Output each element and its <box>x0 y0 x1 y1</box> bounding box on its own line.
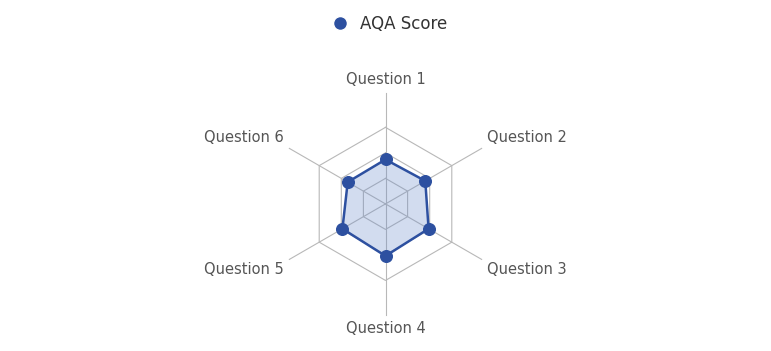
Point <box>423 226 435 232</box>
Text: Question 3: Question 3 <box>487 263 567 277</box>
Text: Question 2: Question 2 <box>487 130 567 145</box>
Point <box>379 157 392 162</box>
Text: Question 6: Question 6 <box>204 130 284 145</box>
Legend: AQA Score: AQA Score <box>317 8 454 40</box>
Text: Question 5: Question 5 <box>204 263 284 277</box>
Text: Question 1: Question 1 <box>345 72 426 87</box>
Point <box>419 178 432 184</box>
Point <box>336 226 348 232</box>
Point <box>379 253 392 259</box>
Text: Question 4: Question 4 <box>345 321 426 336</box>
Polygon shape <box>342 159 429 256</box>
Point <box>342 179 354 185</box>
